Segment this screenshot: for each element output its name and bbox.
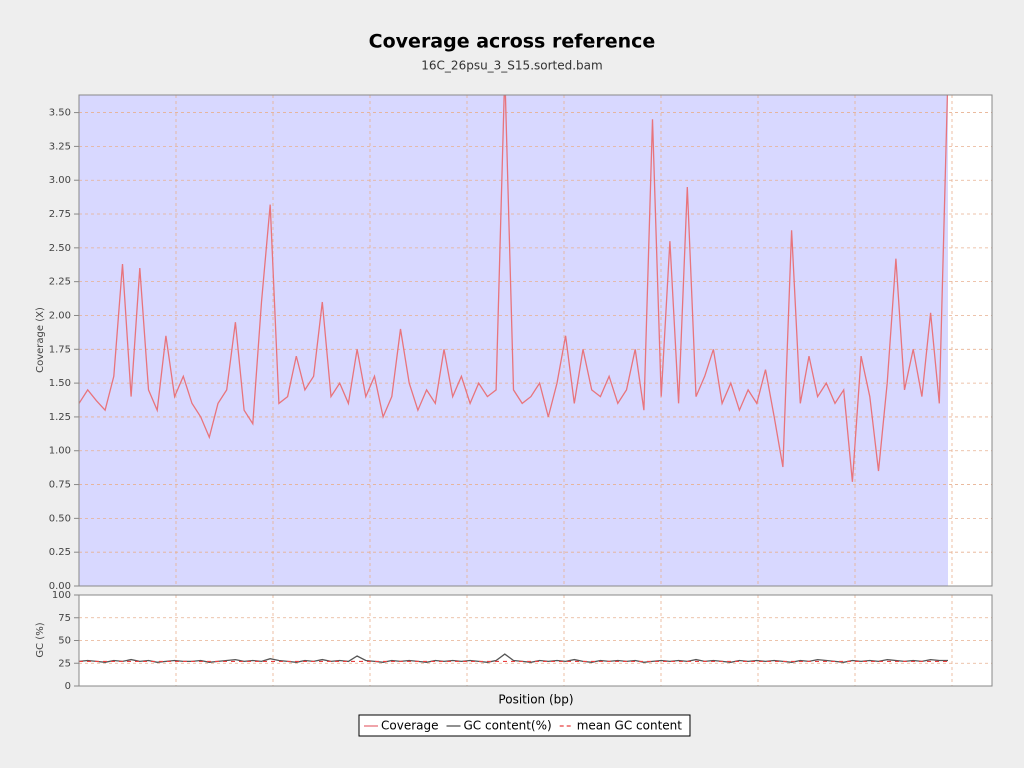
legend-label: GC content(%) [464,719,552,733]
chart-title: Coverage across reference [369,31,656,53]
y-tick-label: 0 [65,681,71,692]
series-line [79,653,948,663]
x-grid [175,95,953,686]
y-axis-label: GC (%) [35,622,46,657]
y-tick-label: 75 [58,613,71,624]
y-tick-label: 100 [52,590,71,601]
y-tick-label: 3.50 [49,108,71,119]
y-tick-label: 2.50 [49,243,71,254]
plot-layer: 0.00 0.25 0.50 0.75 1.00 1.25 1.50 1.75 2.00 2.25… [49,95,992,692]
legend-label: Coverage [381,719,439,733]
y-tick-label: 2.25 [49,277,71,288]
y-tick-label: 0.75 [49,480,71,491]
legend [358,714,691,737]
y-tick-label: 0.50 [49,513,71,524]
y-tick-label: 3.25 [49,141,71,152]
plot-frame [78,594,993,687]
covered-region [79,95,948,586]
x-axis-label: Position (bp) [498,693,573,707]
series-line [79,95,949,482]
y-tick-label: 1.50 [49,378,71,389]
y-tick-label: 1.25 [49,412,71,423]
chart-subtitle: 16C_26psu_3_S15.sorted.bam [421,59,602,73]
y-tick-label: 0.00 [49,581,71,592]
legend-label: mean GC content [577,719,683,733]
y-tick-label: 0.25 [49,547,71,558]
y-tick-label: 50 [58,636,71,647]
y-axis-label: Coverage (X) [35,307,46,373]
y-tick-label: 2.75 [49,209,71,220]
y-tick-label: 25 [58,658,71,669]
y-tick-label: 2.00 [49,310,71,321]
y-tick-label: 1.00 [49,446,71,457]
plot-frame [78,94,993,587]
y-tick-label: 3.00 [49,175,71,186]
y-tick-label: 1.75 [49,344,71,355]
